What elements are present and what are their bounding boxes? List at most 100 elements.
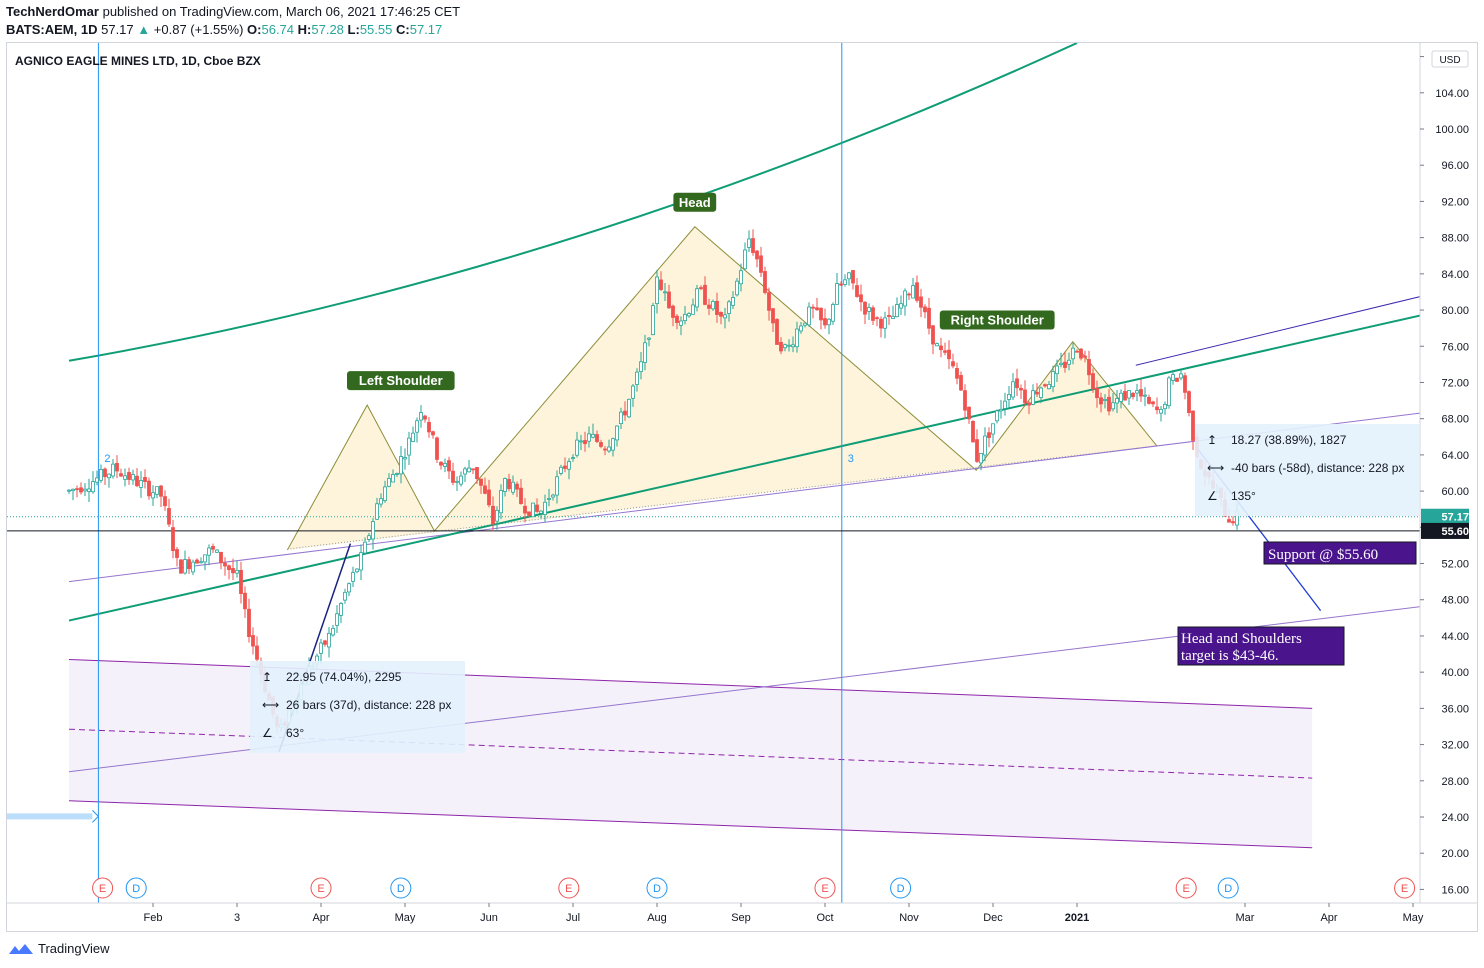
candle [415, 417, 419, 443]
candle-body [687, 313, 691, 317]
target-callout-bg[interactable] [1177, 626, 1345, 666]
dividend-marker[interactable] [1217, 877, 1239, 899]
candle-body [1119, 392, 1123, 402]
channel-median-line[interactable] [68, 728, 1313, 779]
candle [1079, 347, 1083, 361]
candle [575, 431, 579, 458]
candle-body [1035, 391, 1039, 395]
candle-body [907, 293, 911, 296]
candle [1075, 349, 1079, 353]
candle-body [407, 437, 411, 456]
candle [99, 464, 103, 483]
earnings-marker[interactable] [92, 877, 114, 899]
pattern-label[interactable]: Left Shoulder [359, 373, 443, 388]
price-label-bg [1421, 508, 1469, 525]
candle-body [127, 472, 131, 480]
candle-body [203, 554, 207, 563]
candle [163, 490, 167, 511]
publish-info: published on TradingView.com, March 06, … [102, 4, 461, 19]
candle [499, 484, 503, 520]
y-tick-label: 36.00 [1441, 703, 1469, 715]
candle-body [1091, 373, 1095, 390]
pattern-outline[interactable] [286, 226, 1158, 551]
currency-badge[interactable] [1431, 50, 1469, 68]
candle-body [495, 509, 499, 522]
x-tick-label: 3 [234, 912, 240, 924]
candle-body [1159, 408, 1163, 414]
event-marker-letter: E [99, 883, 106, 895]
support-callout-bg[interactable] [1263, 541, 1417, 565]
dividend-marker[interactable] [646, 877, 668, 899]
candle [647, 337, 651, 347]
dividend-marker[interactable] [125, 877, 147, 899]
candle [407, 431, 411, 465]
candle [191, 559, 195, 576]
author-name[interactable]: TechNerdOmar [6, 4, 99, 19]
candle [351, 566, 355, 588]
arrow-vertical-icon: ↥ [1207, 433, 1217, 447]
candle-body [807, 306, 811, 326]
candle-body [551, 494, 555, 498]
candle-body [587, 433, 591, 442]
target-callout-line: Head and Shoulders [1181, 631, 1302, 647]
candle-body [887, 314, 891, 317]
earnings-marker[interactable] [1394, 877, 1416, 899]
candle [223, 557, 227, 576]
dividend-marker[interactable] [390, 877, 412, 899]
candle-body [547, 498, 551, 500]
earnings-marker[interactable] [814, 877, 836, 899]
range-bar[interactable] [7, 813, 93, 820]
candle-body [571, 457, 575, 459]
candle-body [911, 285, 915, 299]
neckline[interactable] [287, 445, 1157, 550]
candle-body [163, 496, 167, 507]
pattern-label[interactable]: Right Shoulder [951, 312, 1044, 327]
candle [1115, 390, 1119, 414]
chart-title: AGNICO EAGLE MINES LTD, 1D, Cboe BZX [15, 54, 261, 68]
candle [195, 558, 199, 564]
candle [427, 416, 431, 438]
pattern-label[interactable]: Head [679, 195, 711, 210]
earnings-marker[interactable] [1175, 877, 1197, 899]
price-chart[interactable]: 2 3 Left Shoulder Head Right Shoulder ↥ 22.95 … [7, 43, 1477, 931]
candle-body [815, 307, 819, 311]
y-tick-label: 40.00 [1441, 667, 1469, 679]
green-trend-line[interactable] [68, 301, 1477, 622]
y-tick-label: 20.00 [1441, 848, 1469, 860]
candle [495, 506, 499, 530]
candle [815, 297, 819, 311]
candle [1147, 394, 1151, 405]
candle-body [1151, 401, 1155, 405]
channel-lower-line[interactable] [68, 800, 1313, 849]
candle-body [835, 283, 839, 305]
candle-body [99, 468, 103, 481]
candle-body [663, 291, 667, 294]
candle-body [979, 452, 983, 464]
footer-brand[interactable]: TradingView [8, 941, 110, 956]
candle-body [819, 307, 823, 321]
y-tick-label: 104.00 [1435, 88, 1469, 100]
x-tick-label: Apr [312, 912, 329, 924]
candle-body [583, 440, 587, 445]
measure-box[interactable] [250, 661, 465, 753]
candle-body [187, 559, 191, 570]
measure-text: 63° [286, 726, 304, 740]
candle-body [71, 488, 75, 492]
candle [563, 457, 567, 473]
candle-body [359, 552, 363, 571]
earnings-marker[interactable] [310, 877, 332, 899]
candle [843, 274, 847, 287]
candle [391, 469, 395, 483]
measure-box[interactable] [1195, 424, 1419, 516]
dividend-marker[interactable] [890, 877, 912, 899]
x-tick-label: Apr [1320, 912, 1337, 924]
candle-body [615, 425, 619, 441]
candle [1119, 389, 1123, 409]
earnings-marker[interactable] [558, 877, 580, 899]
candle [1175, 377, 1179, 382]
candle [967, 406, 971, 424]
green-curve[interactable] [68, 43, 1078, 362]
candle-body [647, 337, 651, 340]
candle-body [415, 420, 419, 433]
candle-body [743, 249, 747, 270]
